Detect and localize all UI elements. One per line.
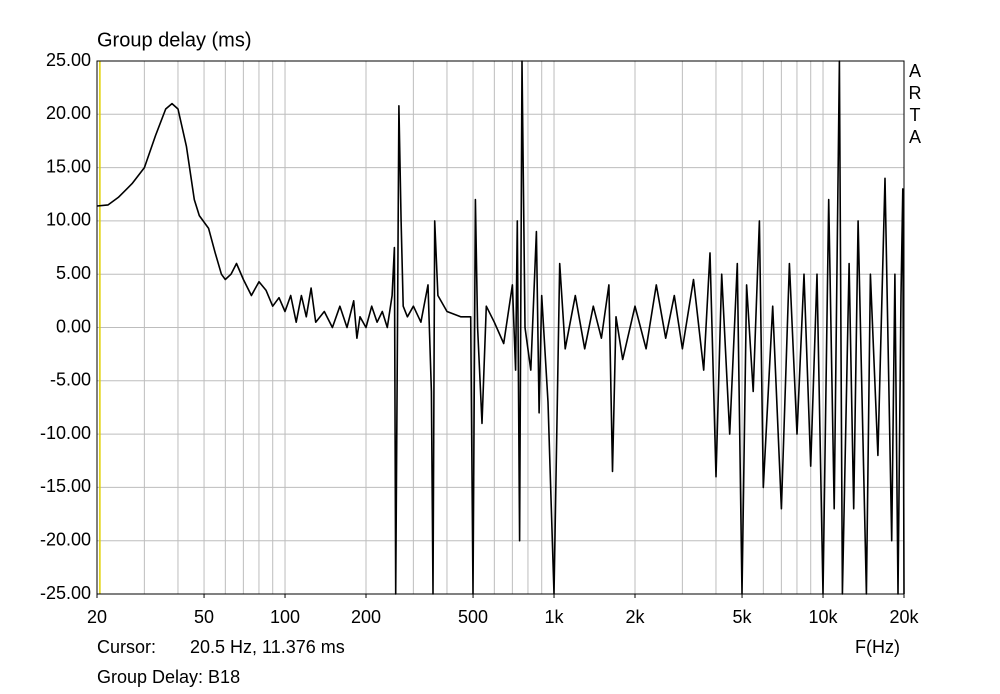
- data-line: [96, 60, 905, 595]
- cursor-label: Cursor:: [97, 637, 156, 657]
- y-tick-label: -10.00: [40, 423, 91, 443]
- watermark-letter: T: [910, 105, 921, 125]
- y-tick-label: -25.00: [40, 583, 91, 603]
- x-tick-label: 20k: [889, 607, 919, 627]
- chart-title: Group delay (ms): [97, 29, 252, 51]
- x-tick-label: 200: [351, 607, 381, 627]
- y-tick-label: -20.00: [40, 529, 91, 549]
- x-tick-label: 50: [194, 607, 214, 627]
- y-tick-label: 20.00: [46, 103, 91, 123]
- x-tick-label: 5k: [733, 607, 753, 627]
- y-tick-label: -15.00: [40, 476, 91, 496]
- cursor-readout: 20.5 Hz, 11.376 ms: [190, 637, 345, 657]
- plot-frame: [96, 60, 905, 595]
- y-tick-label: -5.00: [50, 370, 91, 390]
- x-tick-label: 10k: [809, 607, 839, 627]
- watermark-letter: A: [909, 61, 921, 81]
- x-tick-label: 2k: [625, 607, 645, 627]
- y-tick-label: 25.00: [46, 50, 91, 70]
- x-axis-label: F(Hz): [855, 637, 900, 657]
- footer: Group Delay: B18: [97, 667, 240, 687]
- y-tick-label: 10.00: [46, 210, 91, 230]
- y-tick-label: 15.00: [46, 156, 91, 176]
- x-tick-label: 500: [458, 607, 488, 627]
- x-tick-label: 20: [87, 607, 107, 627]
- watermark-letter: A: [909, 127, 921, 147]
- x-tick-label: 1k: [545, 607, 565, 627]
- x-tick-label: 100: [270, 607, 300, 627]
- watermark-letter: R: [909, 83, 922, 103]
- y-tick-label: 0.00: [56, 316, 91, 336]
- y-tick-label: 5.00: [56, 263, 91, 283]
